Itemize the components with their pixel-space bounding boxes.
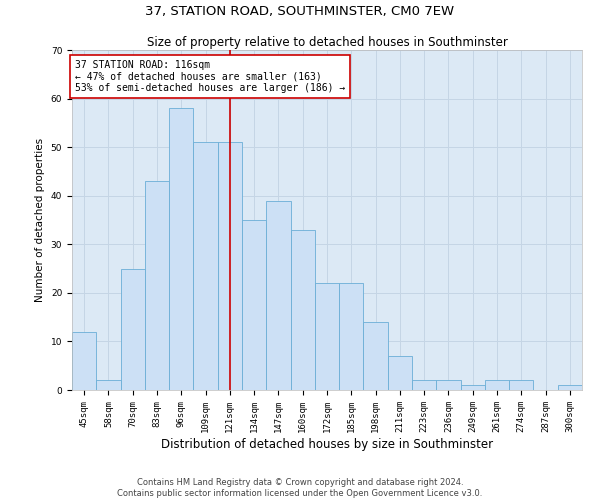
Bar (412, 380, 436, 390)
Bar (436, 380, 461, 390)
Bar (96, 380, 121, 390)
Bar (169, 108, 193, 390)
Bar (388, 356, 412, 390)
Bar (193, 142, 218, 390)
Bar (121, 268, 145, 390)
Bar (145, 181, 169, 390)
Bar (315, 283, 339, 390)
Bar (509, 380, 533, 390)
Bar (558, 385, 582, 390)
Bar (290, 230, 315, 390)
Bar (242, 220, 266, 390)
Bar (72, 332, 96, 390)
Bar (485, 380, 509, 390)
Bar (364, 322, 388, 390)
Bar (461, 385, 485, 390)
Text: 37 STATION ROAD: 116sqm
← 47% of detached houses are smaller (163)
53% of semi-d: 37 STATION ROAD: 116sqm ← 47% of detache… (74, 60, 345, 94)
Bar (266, 200, 290, 390)
Bar (218, 142, 242, 390)
Text: 37, STATION ROAD, SOUTHMINSTER, CM0 7EW: 37, STATION ROAD, SOUTHMINSTER, CM0 7EW (145, 5, 455, 18)
Bar (339, 283, 364, 390)
Y-axis label: Number of detached properties: Number of detached properties (35, 138, 45, 302)
Text: Contains HM Land Registry data © Crown copyright and database right 2024.
Contai: Contains HM Land Registry data © Crown c… (118, 478, 482, 498)
Title: Size of property relative to detached houses in Southminster: Size of property relative to detached ho… (146, 36, 508, 49)
X-axis label: Distribution of detached houses by size in Southminster: Distribution of detached houses by size … (161, 438, 493, 450)
